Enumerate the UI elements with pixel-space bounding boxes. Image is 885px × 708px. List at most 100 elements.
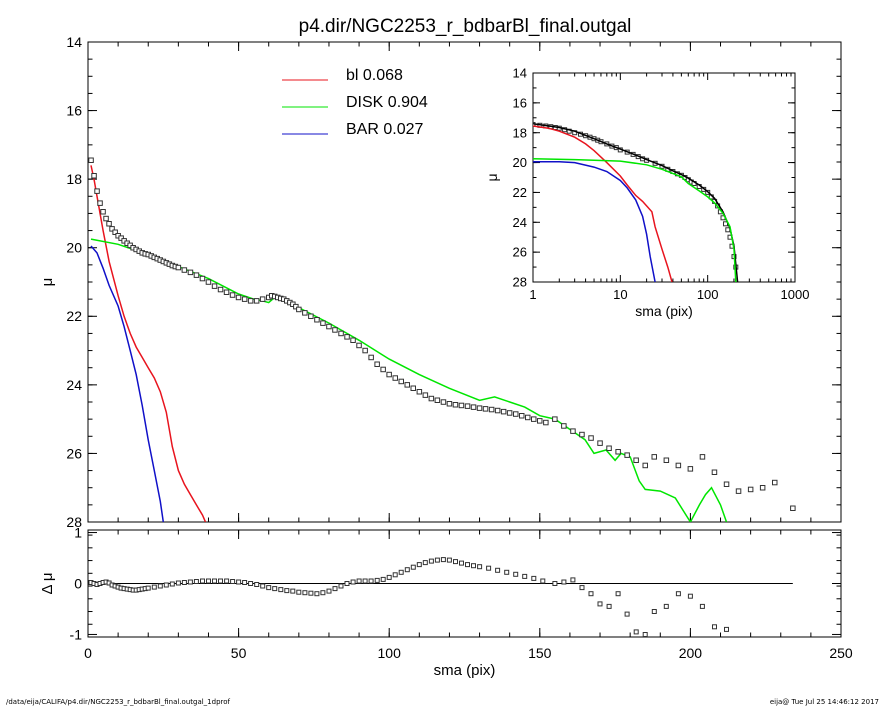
data-point (374, 577, 380, 583)
data-point (663, 603, 669, 609)
y-tick-label: 28 (66, 514, 82, 530)
data-point (308, 313, 314, 319)
data-point (193, 272, 200, 278)
x-tick-label: 150 (528, 645, 552, 661)
data-point (314, 591, 320, 597)
data-point (260, 583, 266, 589)
data-point (597, 601, 603, 607)
data-point (561, 579, 567, 585)
data-point (561, 423, 567, 429)
x-axis-label: sma (pix) (635, 303, 693, 319)
data-point (91, 173, 97, 179)
data-point (293, 303, 299, 310)
data-point (235, 294, 242, 301)
data-point (675, 591, 681, 597)
data-point (687, 593, 693, 599)
data-point (410, 385, 416, 391)
chart-title: p4.dir/NGC2253_r_bdbarBl_final.outgal (299, 16, 632, 37)
data-point (525, 414, 531, 421)
data-point (434, 397, 441, 403)
data-point (314, 317, 320, 323)
data-point (537, 418, 543, 424)
series-line-bar (90, 245, 165, 522)
inset-log-frame (532, 72, 796, 283)
y-tick-label: 22 (513, 185, 527, 200)
data-point (488, 406, 495, 413)
data-point (259, 296, 266, 302)
y-tick-label: 20 (513, 155, 527, 170)
data-point (175, 580, 181, 586)
data-point (248, 581, 254, 586)
data-point (486, 565, 492, 571)
data-point (230, 579, 236, 584)
y-tick-label: 24 (66, 377, 82, 393)
data-point (588, 435, 594, 441)
y-tick-label: 14 (66, 34, 82, 50)
data-point (531, 416, 537, 422)
data-point (633, 457, 639, 463)
data-point (362, 347, 368, 354)
data-point (410, 564, 416, 570)
data-point (495, 567, 501, 573)
data-point (465, 562, 470, 568)
data-point (453, 559, 458, 565)
data-point (606, 603, 612, 609)
data-point (94, 188, 100, 194)
data-point (175, 264, 182, 271)
data-point (163, 582, 169, 588)
x-tick-label: 1000 (781, 287, 810, 302)
data-point (326, 588, 332, 594)
data-point (552, 416, 558, 422)
y-tick-label: 20 (66, 240, 82, 256)
data-point (747, 486, 754, 493)
data-point (724, 626, 729, 632)
data-point (103, 215, 109, 222)
data-point (422, 392, 429, 398)
footer-stamp: eija@ Tue Jul 25 14:46:12 2017 (769, 698, 879, 706)
data-point (145, 585, 151, 591)
data-point (356, 578, 362, 584)
data-point (223, 289, 230, 295)
data-point (570, 428, 576, 434)
y-tick-label: 0 (74, 575, 82, 591)
data-point (452, 402, 459, 408)
data-point (241, 296, 248, 302)
data-point (205, 279, 212, 285)
data-point (428, 558, 434, 564)
data-point (494, 407, 501, 414)
series-line-disk (90, 238, 728, 522)
data-point (699, 603, 705, 609)
legend-entry: DISK 0.904 (346, 94, 428, 111)
data-point (615, 449, 621, 455)
y-tick-label: 18 (513, 125, 527, 140)
data-point (200, 578, 205, 584)
data-point (392, 375, 398, 381)
data-point (570, 577, 576, 583)
data-point (464, 403, 471, 409)
data-point (181, 580, 187, 585)
data-point (386, 574, 392, 580)
data-point (500, 408, 507, 415)
data-point (247, 298, 254, 304)
data-point (112, 229, 118, 235)
data-point (404, 567, 410, 573)
data-point (459, 560, 464, 566)
data-point (374, 361, 380, 367)
data-point (100, 209, 106, 215)
data-point (519, 413, 525, 419)
y-axis-label: μ (39, 278, 56, 287)
data-point (642, 632, 648, 637)
data-point (308, 590, 314, 596)
data-point (735, 488, 742, 494)
data-point (206, 578, 211, 584)
data-point (320, 590, 326, 596)
x-tick-label: 100 (697, 287, 719, 302)
series-line-disk (533, 158, 737, 282)
data-point (624, 452, 630, 458)
data-point (344, 581, 350, 586)
data-point (506, 410, 513, 416)
data-point (211, 283, 218, 289)
data-point (199, 275, 206, 282)
data-point (229, 292, 236, 298)
